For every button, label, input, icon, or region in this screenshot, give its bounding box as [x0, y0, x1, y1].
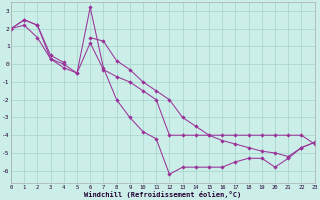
- X-axis label: Windchill (Refroidissement éolien,°C): Windchill (Refroidissement éolien,°C): [84, 191, 242, 198]
